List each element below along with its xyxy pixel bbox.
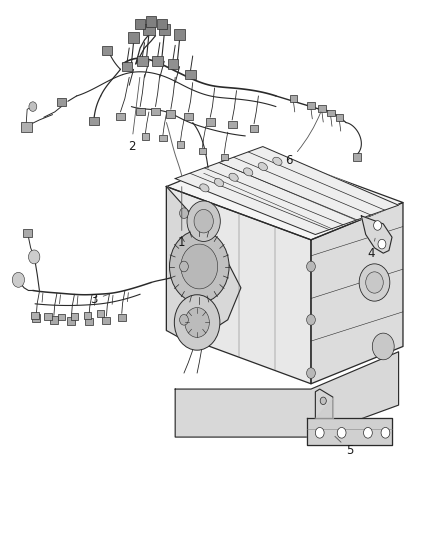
Ellipse shape [214,179,224,187]
Polygon shape [166,187,311,384]
FancyBboxPatch shape [168,59,178,69]
Circle shape [381,427,390,438]
Circle shape [194,209,213,233]
FancyBboxPatch shape [174,29,185,40]
FancyBboxPatch shape [32,312,39,319]
FancyBboxPatch shape [45,313,52,320]
Polygon shape [315,397,333,418]
FancyBboxPatch shape [97,310,104,317]
FancyBboxPatch shape [135,19,145,29]
FancyBboxPatch shape [318,105,326,112]
Circle shape [337,427,346,438]
FancyBboxPatch shape [307,102,315,109]
Circle shape [307,314,315,325]
FancyBboxPatch shape [166,110,175,118]
Text: 2: 2 [127,77,140,152]
FancyBboxPatch shape [184,113,193,120]
Circle shape [180,208,188,219]
Polygon shape [311,203,403,384]
FancyBboxPatch shape [206,118,215,126]
Text: 6: 6 [285,112,321,167]
FancyBboxPatch shape [116,113,125,120]
FancyBboxPatch shape [185,70,196,79]
Circle shape [378,239,386,249]
Polygon shape [166,187,241,344]
FancyBboxPatch shape [198,148,206,154]
Polygon shape [175,147,399,235]
Polygon shape [307,418,392,445]
FancyBboxPatch shape [57,98,66,106]
Circle shape [170,230,229,303]
Text: 4: 4 [367,238,375,260]
FancyBboxPatch shape [102,317,110,324]
FancyBboxPatch shape [290,95,297,102]
FancyBboxPatch shape [353,154,361,161]
Circle shape [187,201,220,241]
FancyBboxPatch shape [32,314,40,322]
Polygon shape [175,352,399,437]
Ellipse shape [200,184,209,192]
Circle shape [374,221,381,230]
FancyBboxPatch shape [143,24,155,35]
Circle shape [12,272,25,287]
Text: 5: 5 [335,437,353,457]
Circle shape [181,244,218,289]
FancyBboxPatch shape [228,121,237,128]
Ellipse shape [273,157,282,165]
Circle shape [315,427,324,438]
FancyBboxPatch shape [136,108,145,115]
Circle shape [180,314,188,325]
Circle shape [364,427,372,438]
FancyBboxPatch shape [122,62,132,71]
FancyBboxPatch shape [89,117,99,125]
Polygon shape [361,216,392,253]
FancyBboxPatch shape [327,109,335,116]
Ellipse shape [244,168,253,176]
Ellipse shape [229,173,238,181]
FancyBboxPatch shape [250,125,258,132]
FancyBboxPatch shape [159,24,170,35]
FancyBboxPatch shape [23,229,32,237]
FancyBboxPatch shape [84,312,92,319]
Circle shape [28,250,40,264]
FancyBboxPatch shape [142,133,149,140]
FancyBboxPatch shape [58,314,65,320]
FancyBboxPatch shape [159,135,166,141]
FancyBboxPatch shape [85,318,93,325]
FancyBboxPatch shape [71,313,78,320]
FancyBboxPatch shape [221,154,228,160]
Circle shape [174,295,220,350]
Circle shape [359,264,390,301]
Text: 1: 1 [178,187,186,249]
FancyBboxPatch shape [336,114,343,121]
Text: 3: 3 [91,293,109,306]
FancyBboxPatch shape [151,108,160,115]
Ellipse shape [258,163,268,171]
Circle shape [307,368,315,378]
Circle shape [372,333,394,360]
Circle shape [307,261,315,272]
FancyBboxPatch shape [146,16,156,27]
FancyBboxPatch shape [152,56,163,66]
FancyBboxPatch shape [67,317,75,325]
Circle shape [180,261,188,272]
Circle shape [320,397,326,405]
Polygon shape [166,149,403,240]
Circle shape [366,272,383,293]
FancyBboxPatch shape [137,56,148,66]
Circle shape [185,308,209,337]
FancyBboxPatch shape [50,316,58,324]
FancyBboxPatch shape [21,122,32,132]
FancyBboxPatch shape [177,141,184,148]
Polygon shape [315,389,333,418]
FancyBboxPatch shape [157,19,167,29]
FancyBboxPatch shape [102,46,112,55]
FancyBboxPatch shape [118,314,126,321]
Circle shape [29,102,37,111]
FancyBboxPatch shape [128,32,139,43]
